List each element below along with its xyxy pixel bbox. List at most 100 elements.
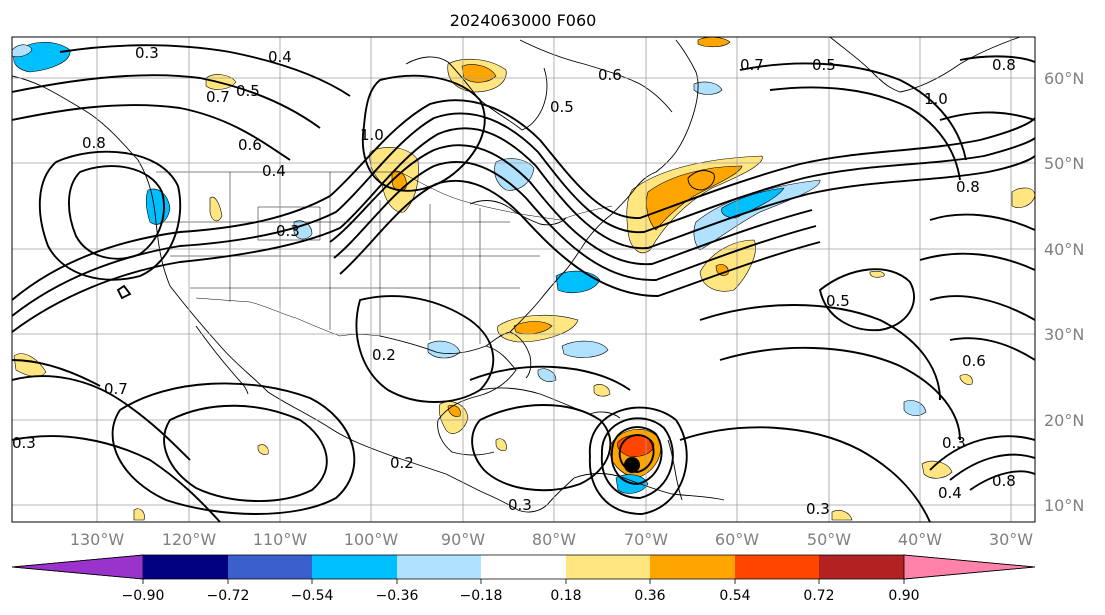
contour-loop-pacific-nw-2 — [38, 150, 182, 281]
contour-east-atlantic-4 — [949, 337, 1035, 361]
border-state-box — [257, 206, 321, 241]
contour-label: 0.3 — [942, 434, 966, 452]
lat-tick-label: 40°N — [1044, 240, 1084, 259]
lon-tick-label: 50°W — [807, 530, 851, 549]
colorbar-ticks — [142, 579, 905, 584]
contour-jet-1 — [12, 99, 1035, 301]
map-frame — [11, 36, 1036, 523]
contour-labels: 0.3 0.4 0.5 0.7 0.6 0.8 1.0 0.4 0.3 0.2 … — [12, 44, 1016, 518]
lat-tick-label: 10°N — [1044, 496, 1084, 515]
contour-jet-3 — [12, 127, 1035, 333]
shade-pos-canada-central-core — [391, 170, 407, 192]
coast-florida — [485, 331, 532, 379]
contour-caribbean — [471, 404, 612, 492]
contour-atlantic-mid — [699, 304, 941, 401]
coast-alaska-bc — [12, 75, 269, 393]
gridlines-lat — [12, 77, 1035, 506]
contour-hurricane-3 — [600, 417, 674, 499]
shade-neg-bermuda — [561, 340, 609, 358]
contour-label: 0.8 — [992, 56, 1016, 74]
shade-neg-great-lakes — [494, 158, 535, 191]
colorbar-tick-label: −0.36 — [376, 588, 419, 604]
coast-south-america — [573, 473, 725, 501]
map-background — [12, 37, 1035, 522]
storm-center-marker — [624, 457, 640, 473]
shade-pos-yucatan-core — [447, 405, 461, 417]
shade-pos-small-4 — [869, 270, 885, 278]
lon-tick-label: 110°W — [253, 530, 308, 549]
contour-caribbean-2 — [469, 365, 631, 391]
lat-tick-label: 30°N — [1044, 325, 1084, 344]
contour-mexico-high — [163, 404, 328, 502]
lon-tick-label: 130°W — [70, 530, 125, 549]
contour-greenland-2 — [769, 86, 961, 181]
shade-pos-southeast-core — [513, 321, 553, 335]
coast-labrador — [675, 39, 699, 153]
contour-label: 0.3 — [806, 500, 830, 518]
border-us-canada — [156, 171, 613, 221]
contour-pacific-north — [12, 104, 291, 161]
shade-neg-rockies — [293, 220, 313, 240]
shade-pos-idaho — [209, 196, 223, 222]
colorbar-tick-label: 0.54 — [719, 588, 750, 604]
coast-newfoundland — [687, 170, 715, 191]
colorbar: −0.90 −0.72 −0.54 −0.36 −0.18 0.18 0.36 … — [11, 554, 1036, 604]
shade-pos-maritimes-core — [646, 165, 743, 231]
lat-tick-label: 60°N — [1044, 69, 1084, 88]
contour-label: 0.5 — [812, 56, 836, 74]
contour-label: 0.6 — [238, 136, 262, 154]
coast-arctic-islands — [519, 39, 673, 113]
shade-neg-labrador — [693, 81, 723, 95]
colorbar-bin — [143, 555, 228, 579]
contour-label: 0.8 — [82, 134, 106, 152]
colorbar-bin — [735, 555, 819, 579]
colorbar-bin — [566, 555, 650, 579]
lon-tick-label: 60°W — [715, 530, 759, 549]
shade-neg-bahamas — [537, 368, 557, 382]
coast-cuba — [479, 387, 585, 413]
contour-east-atlantic-1 — [929, 213, 1035, 231]
lon-tick-label: 90°W — [441, 530, 485, 549]
contour-label: 0.7 — [206, 88, 230, 106]
contour-label: 0.5 — [236, 82, 260, 100]
shade-pos-east-atlantic-south — [921, 460, 953, 479]
contour-pacific-north-2 — [12, 74, 321, 129]
colorbar-tick-label: 0.36 — [634, 588, 665, 604]
colorbar-tick-label: −0.18 — [460, 588, 503, 604]
lon-tick-label: 30°W — [989, 530, 1033, 549]
shade-pos-small-3 — [257, 444, 269, 455]
shade-neg-east-atlantic — [903, 400, 927, 416]
contour-east-atlantic-south-2 — [949, 453, 1035, 481]
borders — [156, 171, 613, 344]
colorbar-bin — [397, 555, 481, 579]
contour-jet-4 — [329, 144, 813, 265]
shade-pos-pacific-south — [13, 353, 47, 377]
colorbar-tick-label: −0.54 — [291, 588, 334, 604]
lon-tick-label: 100°W — [344, 530, 399, 549]
colorbar-bin — [312, 555, 397, 579]
coast-west-mexico — [267, 391, 447, 475]
lat-axis: 60°N 50°N 40°N 30°N 20°N 10°N — [1044, 69, 1084, 515]
shade-pos-small-1 — [593, 384, 611, 397]
lon-tick-label: 120°W — [162, 530, 217, 549]
colorbar-tick-label: −0.72 — [207, 588, 250, 604]
contour-label: 0.5 — [550, 98, 574, 116]
contour-pacific-south — [12, 359, 101, 387]
lat-tick-label: 20°N — [1044, 411, 1084, 430]
lon-axis: 130°W 120°W 110°W 100°W 90°W 80°W 70°W 6… — [70, 530, 1033, 549]
contour-east-atlantic-south-1 — [929, 435, 1035, 471]
contour-jet-5 — [333, 161, 817, 281]
shade-pos-small-6 — [831, 510, 853, 521]
contour-label: 0.6 — [598, 66, 622, 84]
coast-great-lakes — [469, 200, 567, 226]
coast-gulf-mexico — [379, 335, 517, 456]
lon-tick-label: 80°W — [532, 530, 576, 549]
contour-label: 0.2 — [390, 454, 414, 472]
contour-small-loop — [116, 284, 132, 300]
coast-hudson-bay — [405, 56, 548, 131]
colorbar-tick-label: 0.72 — [803, 588, 834, 604]
coast-hispaniola — [589, 411, 621, 419]
shade-pos-greenland-south — [697, 37, 731, 48]
shade-pos-small-5 — [133, 508, 145, 521]
contour-label: 0.3 — [135, 44, 159, 62]
